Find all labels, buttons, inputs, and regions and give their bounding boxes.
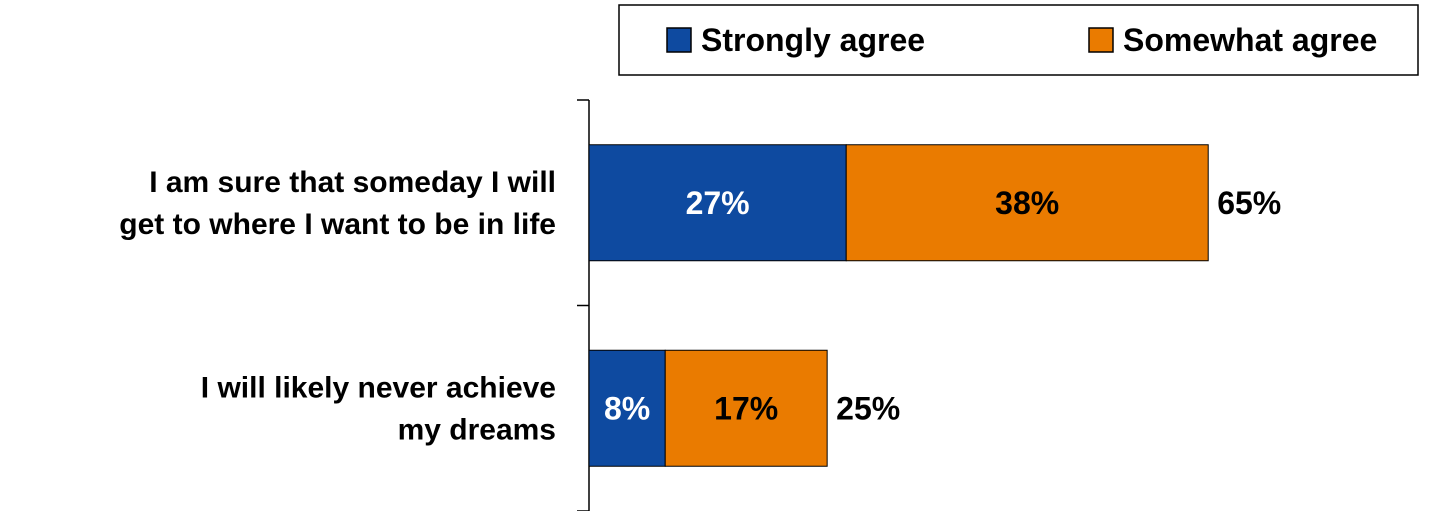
legend-swatch (666, 27, 692, 53)
category-axis (577, 99, 590, 511)
legend-entry: Somewhat agree (1123, 22, 1377, 58)
category-label-line: get to where I want to be in life (119, 208, 556, 241)
category-label-line: I am sure that someday I will (149, 166, 556, 199)
category-label: I will likely never achieve my dreams (201, 371, 556, 446)
bar-segment (588, 144, 847, 262)
total-label: 25% (836, 390, 900, 426)
bar-segment (588, 349, 666, 467)
legend: Strongly agree Somewhat agree (618, 4, 1419, 76)
bars (588, 144, 1209, 467)
data-label: 27% (686, 185, 750, 221)
bar-segment (664, 349, 828, 467)
data-label: 8% (604, 390, 650, 426)
category-label: I am sure that someday I will get to wher… (119, 166, 556, 241)
category-label-line: my dreams (398, 413, 556, 446)
legend-entry: Strongly agree (701, 22, 925, 58)
bar-segment (845, 144, 1209, 262)
category-label-line: I will likely never achieve (201, 371, 556, 404)
data-label: 17% (714, 390, 778, 426)
legend-swatch (1088, 27, 1114, 53)
data-label: 38% (995, 185, 1059, 221)
total-label: 65% (1217, 185, 1281, 221)
labels: 27% 38% 65% I am sure that someday I will ge… (119, 166, 1281, 447)
legend-frame (618, 4, 1419, 76)
